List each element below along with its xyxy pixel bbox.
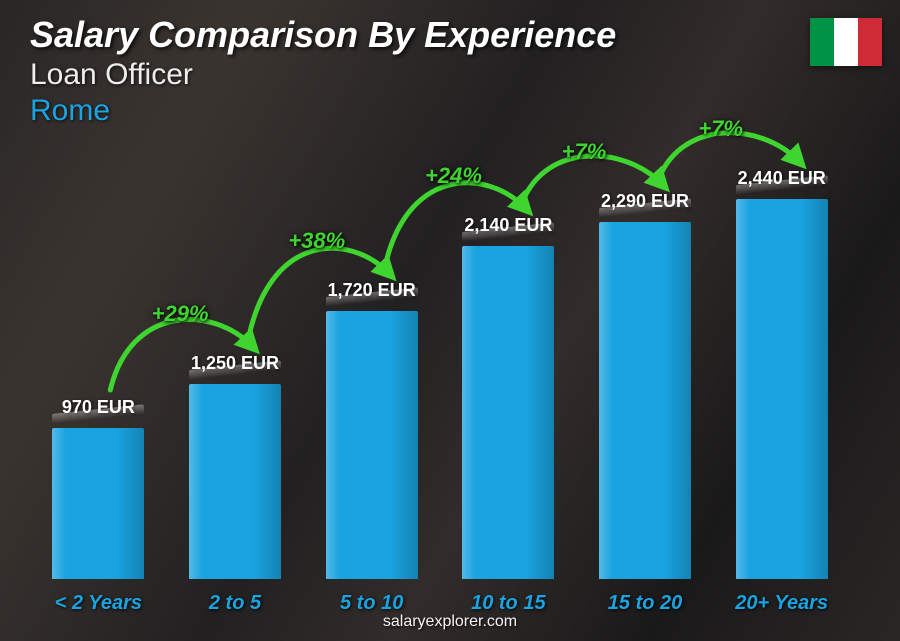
bar <box>326 311 418 579</box>
increment-label: +29% <box>152 301 209 327</box>
bar <box>52 428 144 579</box>
bar <box>462 246 554 579</box>
chart-column: 970 EUR< 2 Years <box>30 397 167 579</box>
x-axis-label: < 2 Years <box>55 592 142 615</box>
flag-stripe-right <box>858 18 882 66</box>
header: Salary Comparison By Experience Loan Off… <box>30 14 616 128</box>
x-axis-label: 10 to 15 <box>471 592 545 615</box>
flag-stripe-left <box>810 18 834 66</box>
flag-stripe-middle <box>834 18 858 66</box>
increment-label: +24% <box>425 163 482 189</box>
page-title: Salary Comparison By Experience <box>30 14 616 56</box>
footer-attribution: salaryexplorer.com <box>0 613 900 631</box>
x-axis-label: 5 to 10 <box>340 592 403 615</box>
subtitle: Loan Officer <box>30 58 616 92</box>
bar <box>736 199 828 579</box>
x-axis-label: 20+ Years <box>735 592 828 615</box>
increment-label: +7% <box>698 116 743 142</box>
flag-italy <box>810 18 882 66</box>
bar <box>599 222 691 579</box>
increment-label: +38% <box>288 228 345 254</box>
bar <box>189 384 281 579</box>
chart-column: 1,720 EUR5 to 10 <box>303 280 440 579</box>
x-axis-label: 2 to 5 <box>209 592 261 615</box>
x-axis-label: 15 to 20 <box>608 592 682 615</box>
chart-column: 1,250 EUR2 to 5 <box>167 353 304 579</box>
chart-column: 2,290 EUR15 to 20 <box>577 191 714 579</box>
chart-column: 2,440 EUR20+ Years <box>713 168 850 579</box>
chart-column: 2,140 EUR10 to 15 <box>440 215 577 579</box>
increment-label: +7% <box>562 139 607 165</box>
